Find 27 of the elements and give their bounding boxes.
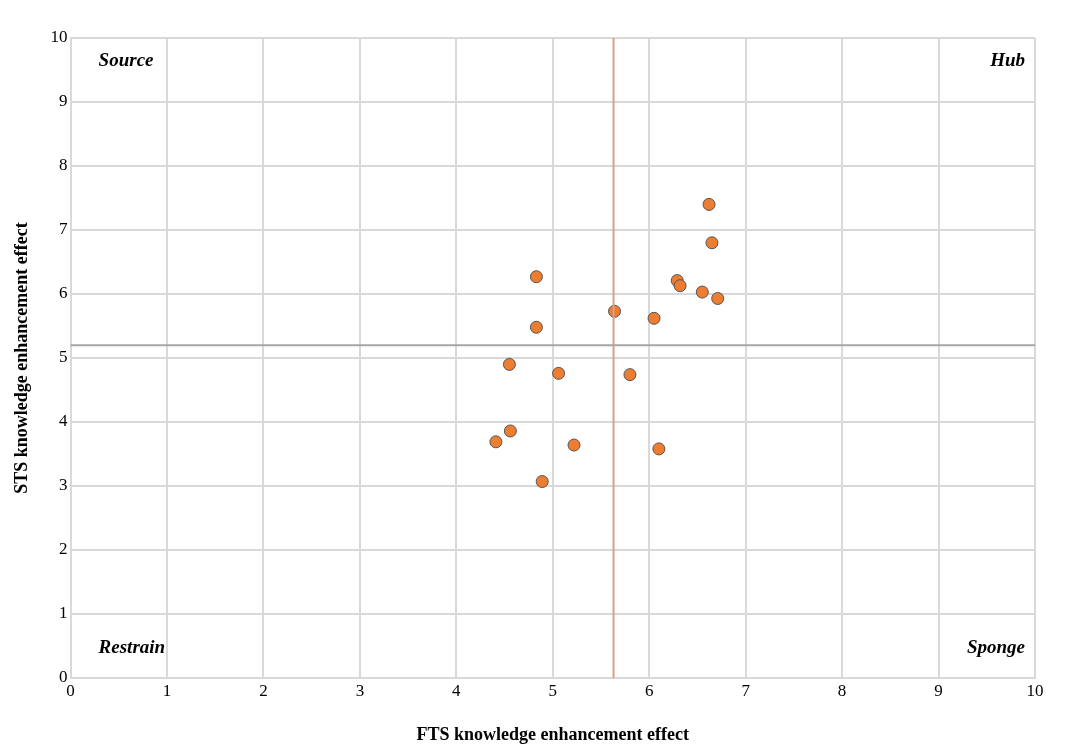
y-tick-label: 8 [59, 155, 68, 175]
x-tick-label: 7 [741, 680, 751, 700]
y-tick-label: 6 [59, 283, 68, 303]
x-tick-label: 10 [1026, 680, 1044, 700]
x-tick-label: 5 [548, 680, 558, 700]
y-tick-label: 5 [59, 347, 68, 367]
x-tick-label: 9 [934, 680, 943, 700]
annotation: Restrain [97, 636, 166, 658]
x-tick-label: 4 [452, 680, 462, 700]
x-tick-label: 8 [837, 680, 847, 700]
y-tick-label: 0 [59, 667, 68, 687]
y-tick-label: 3 [59, 475, 68, 495]
y-tick-label: 2 [59, 539, 68, 559]
y-tick-label: 1 [59, 603, 68, 623]
y-tick-label: 7 [59, 219, 69, 239]
annotation: Source [98, 49, 155, 71]
x-axis-title: FTS knowledge enhancement effect [416, 723, 690, 744]
x-tick-label: 2 [259, 680, 268, 700]
x-tick-label: 3 [355, 680, 365, 700]
annotation: Hub [989, 49, 1025, 71]
annotation: Sponge [966, 636, 1026, 658]
y-axis-title: STS knowledge enhancement effect [11, 222, 32, 494]
y-tick-label: 4 [59, 411, 69, 431]
x-tick-label: 1 [162, 680, 172, 700]
y-tick-label: 9 [59, 91, 68, 111]
x-tick-label: 6 [644, 680, 654, 700]
y-tick-label: 10 [50, 27, 68, 47]
